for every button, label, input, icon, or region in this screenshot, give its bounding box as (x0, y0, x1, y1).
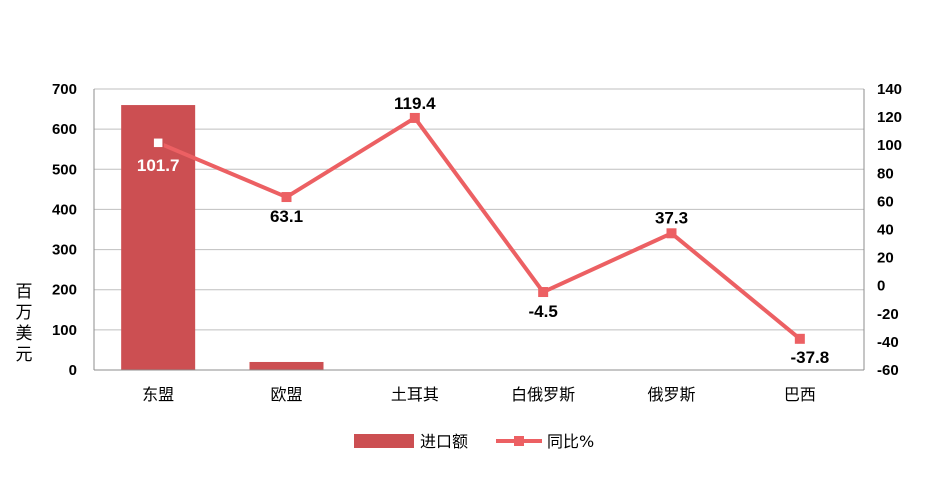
x-tick-label: 俄罗斯 (647, 385, 695, 404)
data-label: 119.4 (394, 94, 436, 113)
y2-tick-label: -20 (877, 306, 899, 323)
data-label: -37.8 (790, 348, 829, 367)
y-tick-label: 0 (69, 362, 77, 379)
y-axis-title-char: 万 (16, 303, 33, 323)
x-tick-label: 欧盟 (270, 385, 302, 404)
y-tick-label: 200 (52, 282, 77, 299)
line-marker (538, 287, 549, 298)
y2-tick-label: 20 (877, 250, 894, 267)
x-tick-label: 巴西 (784, 385, 816, 404)
data-label: 37.3 (655, 208, 688, 227)
y2-tick-label: 0 (877, 278, 885, 295)
legend: 进口额 同比% (354, 432, 594, 451)
legend-label-bar: 进口额 (420, 432, 468, 451)
x-tick-label: 东盟 (142, 385, 174, 404)
y2-tick-label: 120 (877, 109, 902, 126)
legend-label-line: 同比% (547, 432, 594, 451)
line-series (152, 112, 805, 344)
line-marker (409, 112, 420, 123)
data-labels: 101.7 63.1 119.4 -4.5 37.3 -37.8 (137, 94, 829, 367)
gridlines (94, 88, 864, 331)
data-label: 63.1 (270, 207, 303, 226)
data-label: -4.5 (529, 302, 558, 321)
y-axis-title-char: 美 (16, 324, 33, 344)
axes: 0 100 200 300 400 500 600 700 -60 -40 -20 0 20 40 60 80… (52, 81, 902, 404)
data-label: 101.7 (137, 156, 180, 175)
y-axis-title-char: 百 (16, 282, 33, 302)
y-tick-label: 500 (52, 161, 77, 178)
line-path (156, 115, 802, 341)
legend-swatch-marker (514, 436, 524, 446)
line-marker (153, 137, 164, 148)
y-tick-label: 100 (52, 322, 77, 339)
y2-tick-label: -60 (877, 362, 899, 379)
line-marker (794, 333, 805, 344)
y-axis-title-char: 元 (16, 345, 33, 365)
legend-swatch-bar (354, 434, 414, 448)
x-tick-label: 土耳其 (391, 385, 439, 404)
bar (249, 361, 324, 370)
y2-tick-label: -40 (877, 334, 899, 351)
x-tick-label: 白俄罗斯 (511, 385, 575, 404)
line-marker-outline (152, 137, 164, 149)
line-marker (666, 228, 677, 239)
y-tick-label: 300 (52, 242, 77, 259)
y2-tick-label: 100 (877, 137, 902, 154)
y-tick-label: 600 (52, 121, 77, 138)
y2-tick-label: 40 (877, 222, 894, 239)
y2-tick-label: 80 (877, 165, 894, 182)
y-tick-label: 400 (52, 201, 77, 218)
y-tick-label: 700 (52, 81, 77, 98)
bar (121, 105, 196, 371)
bar-series (121, 105, 452, 371)
y2-tick-label: 140 (877, 81, 902, 98)
line-marker (281, 192, 292, 203)
y2-tick-label: 60 (877, 193, 894, 210)
